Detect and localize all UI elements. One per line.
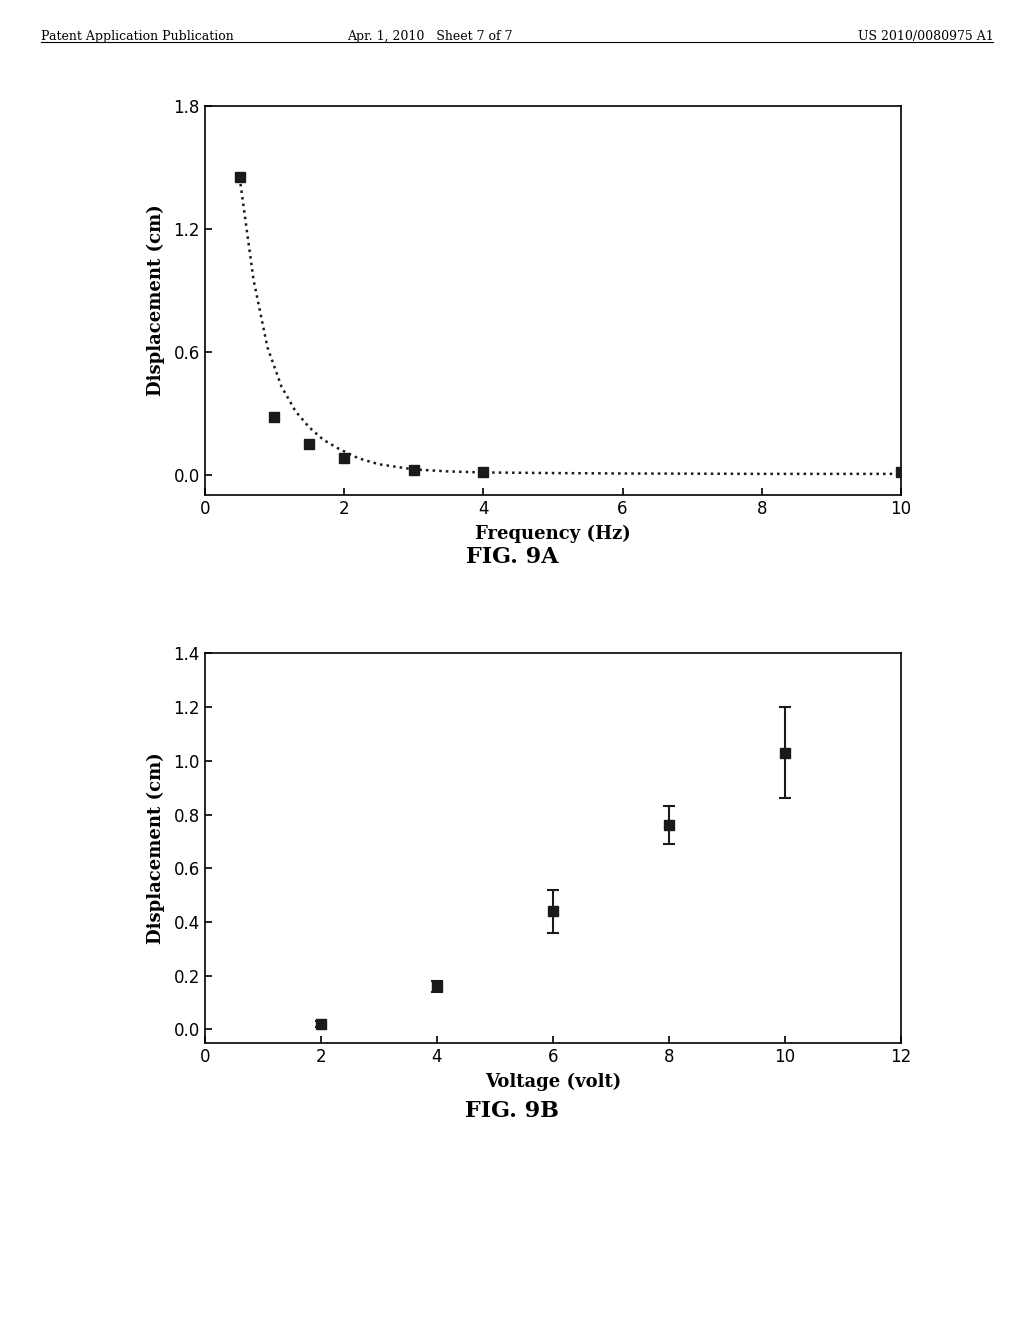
Y-axis label: Displacement (cm): Displacement (cm) bbox=[146, 752, 165, 944]
X-axis label: Frequency (Hz): Frequency (Hz) bbox=[475, 525, 631, 543]
Text: US 2010/0080975 A1: US 2010/0080975 A1 bbox=[857, 30, 993, 44]
Y-axis label: Displacement (cm): Displacement (cm) bbox=[146, 205, 165, 396]
Text: FIG. 9B: FIG. 9B bbox=[465, 1101, 559, 1122]
Text: FIG. 9A: FIG. 9A bbox=[466, 546, 558, 568]
Text: Apr. 1, 2010   Sheet 7 of 7: Apr. 1, 2010 Sheet 7 of 7 bbox=[347, 30, 513, 44]
Text: Patent Application Publication: Patent Application Publication bbox=[41, 30, 233, 44]
X-axis label: Voltage (volt): Voltage (volt) bbox=[484, 1073, 622, 1090]
